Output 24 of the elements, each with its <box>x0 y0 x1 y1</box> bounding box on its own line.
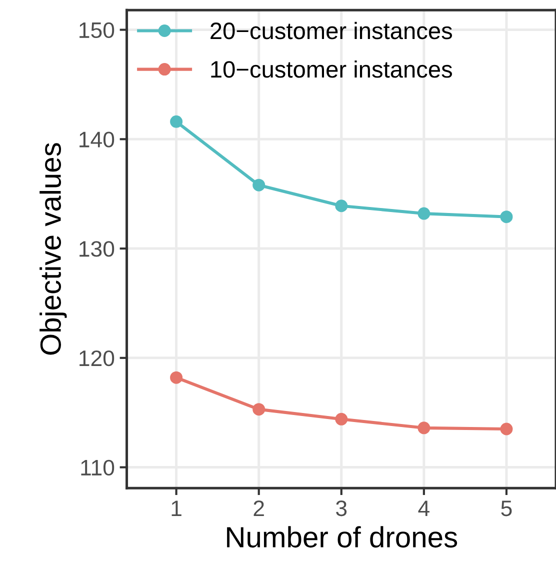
point <box>252 178 266 192</box>
x-tick-label: 3 <box>336 500 347 516</box>
point <box>170 371 183 384</box>
point <box>500 210 513 224</box>
y-tick-label: 110 <box>81 460 114 476</box>
point <box>170 115 183 128</box>
y-tick-label: 120 <box>80 350 114 366</box>
y-axis-title: Objective values <box>40 143 67 355</box>
x-tick-label: 5 <box>501 500 512 516</box>
legend-label: 20−customer instances <box>210 22 452 40</box>
point <box>500 422 513 436</box>
y-tick-label: 150 <box>80 22 114 38</box>
point <box>335 200 348 212</box>
y-tick-label: 130 <box>80 241 114 257</box>
x-tick-label: 1 <box>172 500 182 516</box>
point <box>418 422 430 434</box>
point <box>418 207 430 220</box>
y-tick-label: 140 <box>80 132 114 148</box>
legend-label: 10−customer instances <box>211 60 452 78</box>
x-tick-label: 4 <box>418 500 430 516</box>
point <box>335 412 348 426</box>
point <box>252 403 266 416</box>
x-tick-label: 2 <box>254 500 264 516</box>
x-axis-title: Number of drones <box>227 526 458 548</box>
